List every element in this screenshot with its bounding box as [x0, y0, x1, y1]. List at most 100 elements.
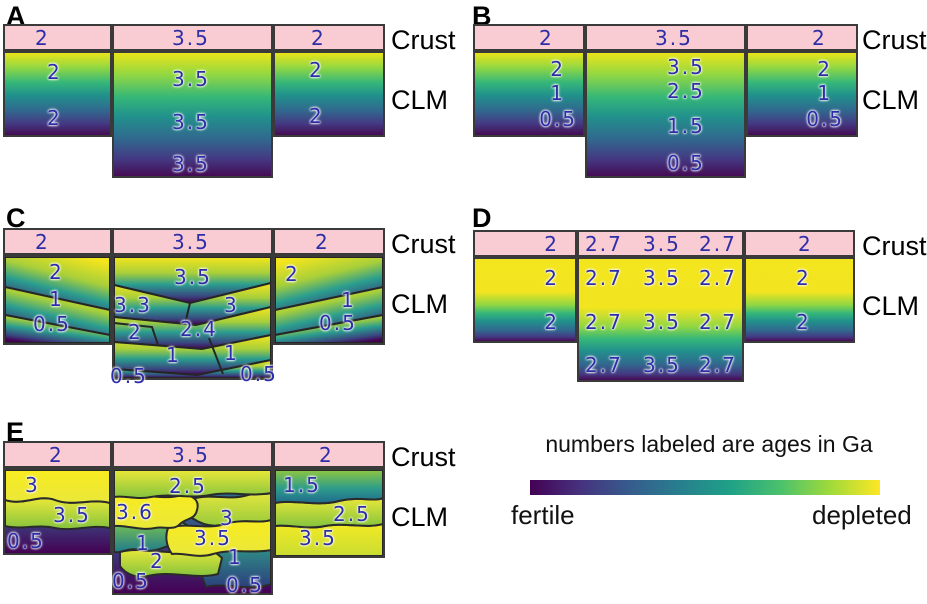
crust-side-label: Crust [391, 25, 456, 55]
crust-cell: 3.5 [112, 24, 273, 51]
age-label: 0.5 [539, 107, 577, 131]
patch-graphic [114, 470, 271, 593]
colorbar [530, 480, 880, 495]
age-label: 2 [311, 26, 326, 50]
clm-block-right: 2 2 [273, 51, 385, 137]
crust-cell: 2 [3, 24, 112, 51]
age-label: 2 [544, 232, 559, 256]
panel-letter-d: D [472, 203, 492, 233]
age-label: 3 [25, 473, 40, 497]
crust-cell: 2 [473, 230, 577, 257]
age-label: 2 [49, 443, 64, 467]
age-label: 2 [544, 310, 559, 334]
age-label: 2 [544, 266, 559, 290]
panel-letter-c: C [6, 203, 26, 233]
age-label: 2 [150, 549, 165, 573]
chevron-bands-graphic [114, 257, 271, 378]
age-label: 3.5 [643, 266, 681, 290]
age-label: 2 [309, 104, 324, 128]
clm-block-right: 1.5 2.5 3.5 [273, 468, 385, 558]
age-label: 1 [166, 343, 181, 367]
age-label: 2.7 [699, 353, 737, 377]
patch-graphic [5, 470, 110, 553]
clm-block-middle: 3.5 3.3 3 2 2.4 1 1 0.5 0.5 [110, 255, 276, 387]
age-label: 3.5 [194, 526, 232, 550]
age-label: 3.5 [299, 526, 337, 550]
age-label: 2.7 [699, 232, 737, 256]
clm-block-middle: 2.5 3.6 3 1 3.5 2 1 0.5 0.5 [112, 468, 273, 597]
clm-block-middle: 3.5 2.5 1.5 0.5 [585, 51, 746, 178]
crust-cell: 3.5 [112, 228, 273, 255]
clm-side-label: CLM [862, 85, 920, 115]
age-label: 3.5 [643, 353, 681, 377]
age-label: 1 [49, 287, 64, 311]
clm-block-right: 2 1 0.5 [273, 255, 385, 345]
clm-block-left: 2 2 [473, 257, 577, 343]
clm-side-label: CLM [391, 85, 449, 115]
age-label: 0.5 [240, 362, 278, 386]
age-label: 1.5 [667, 114, 705, 138]
tilted-bands-graphic [5, 257, 110, 343]
age-label: 2 [47, 106, 62, 130]
age-label: 2 [309, 58, 324, 82]
age-label: 3.5 [655, 26, 693, 50]
age-label: 0.5 [33, 312, 71, 336]
crust-side-label: Crust [862, 25, 927, 55]
panel-letter-e: E [6, 417, 25, 447]
crust-side-label: Crust [862, 231, 927, 261]
age-label: 3.5 [172, 67, 210, 91]
age-label: 1 [228, 545, 243, 569]
patch-graphic [275, 470, 383, 556]
age-label: 3.5 [172, 26, 210, 50]
crust-side-label: Crust [391, 229, 456, 259]
age-label: 0.5 [806, 107, 844, 131]
age-label: 2.5 [169, 474, 207, 498]
age-label: 2.7 [585, 353, 623, 377]
age-label: 3.5 [643, 232, 681, 256]
age-label: 0.5 [226, 573, 264, 597]
panel-letter-b: B [472, 1, 492, 31]
age-label: 3.5 [172, 230, 210, 254]
crust-cell: 2 [3, 441, 112, 468]
age-label: 1 [341, 288, 356, 312]
age-label: 2 [550, 57, 565, 81]
clm-block-right: 2 1 0.5 [746, 51, 858, 137]
age-label: 2 [128, 320, 143, 344]
age-label: 2 [796, 310, 811, 334]
crust-cell: 2 [473, 24, 585, 51]
age-label: 1 [817, 81, 832, 105]
age-label: 1 [224, 341, 239, 365]
crust-cell: 2.7 3.5 2.7 [577, 230, 744, 257]
age-label: 3.6 [116, 500, 154, 524]
legend-title: numbers labeled are ages in Ga [545, 431, 873, 457]
age-label: 2 [539, 26, 554, 50]
age-label: 0.5 [667, 151, 705, 175]
age-label: 2 [319, 443, 334, 467]
crust-side-label: Crust [391, 442, 456, 472]
panel-letter-a: A [6, 1, 26, 31]
age-label: 2.7 [585, 232, 623, 256]
age-label: 3.5 [172, 443, 210, 467]
crust-cell: 3.5 [585, 24, 746, 51]
age-label: 2 [47, 60, 62, 84]
crust-cell: 2 [273, 228, 385, 255]
age-label: 2.7 [585, 310, 623, 334]
age-label: 3.5 [172, 152, 210, 176]
age-label: 2 [35, 230, 50, 254]
clm-side-label: CLM [391, 289, 449, 319]
age-label: 2.5 [333, 502, 371, 526]
age-label: 3.3 [114, 293, 152, 317]
crust-cell: 2 [746, 24, 858, 51]
clm-block-left: 3 3.5 0.5 [3, 468, 112, 555]
age-label: 3 [220, 506, 235, 530]
age-label: 2.4 [180, 317, 218, 341]
age-label: 3.5 [174, 265, 212, 289]
age-label: 3.5 [667, 55, 705, 79]
clm-block-left: 2 1 0.5 [3, 255, 112, 345]
age-label: 2.7 [585, 266, 623, 290]
crust-cell: 2 [273, 441, 385, 468]
tilted-bands-graphic [275, 257, 383, 343]
age-label: 3 [224, 293, 239, 317]
clm-block-left: 2 1 0.5 [473, 51, 585, 137]
